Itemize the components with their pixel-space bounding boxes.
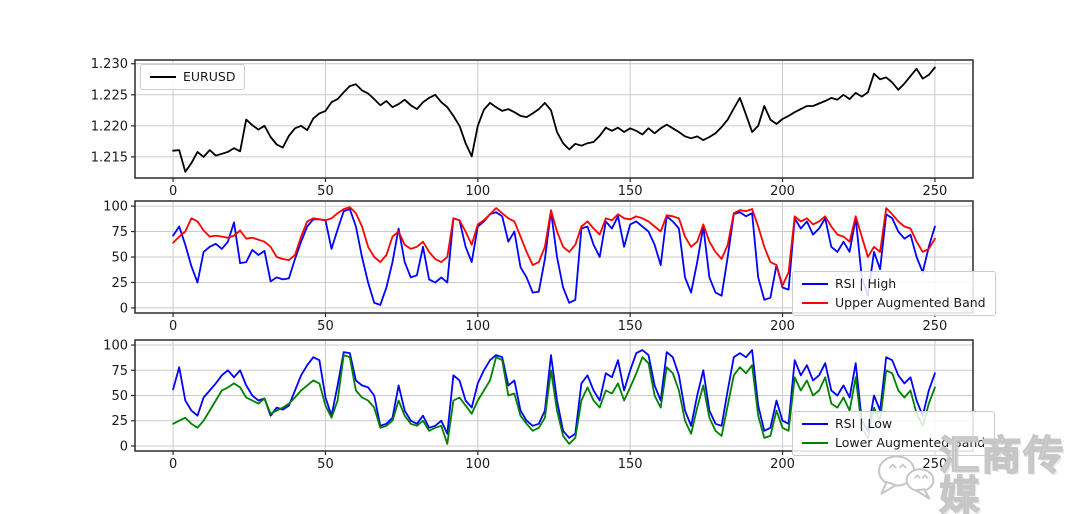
y-tick-label: 25 [111, 276, 128, 291]
y-tick-label: 1.230 [91, 57, 128, 72]
wechat-icon [878, 455, 935, 500]
legend-line-sample [802, 441, 828, 444]
x-axis-ticks: 0 50 100 150 200 250 [169, 178, 947, 199]
x-tick-label: 200 [770, 457, 795, 472]
x-tick-label: 50 [317, 457, 334, 472]
y-tick-label: 0 [120, 301, 128, 316]
legend-rsi-low: RSI | Low Lower Augmented Band [792, 411, 996, 456]
x-tick-label: 250 [922, 184, 947, 199]
legend-entry-lower-band: Lower Augmented Band [802, 434, 986, 450]
upper-band-line [172, 206, 936, 287]
x-tick-label: 0 [169, 184, 177, 199]
legend-label-lower-band: Lower Augmented Band [835, 434, 986, 450]
y-axis-ticks: 0 25 50 75 100 [103, 200, 135, 316]
rsi-low-panel: 0 50 100 150 200 250 0 25 50 75 100 [103, 339, 974, 472]
panel-border [134, 59, 974, 179]
y-tick-label: 1.220 [91, 119, 128, 134]
y-tick-label: 1.225 [91, 88, 128, 103]
y-axis-ticks: 0 25 50 75 100 [103, 339, 135, 454]
x-tick-label: 250 [922, 319, 947, 334]
x-tick-label: 50 [317, 319, 334, 334]
legend-line-sample [802, 301, 828, 304]
y-tick-label: 1.215 [91, 150, 128, 165]
y-tick-label: 75 [111, 225, 128, 240]
legend-label-upper-band: Upper Augmented Band [835, 294, 986, 310]
watermark-text: 汇商传媒 [939, 434, 1066, 514]
x-tick-label: 250 [922, 457, 947, 472]
y-tick-label: 100 [103, 200, 128, 215]
x-tick-label: 100 [465, 184, 490, 199]
x-tick-label: 0 [169, 319, 177, 334]
legend-rsi-high: RSI | High Upper Augmented Band [792, 271, 996, 316]
y-tick-label: 25 [111, 414, 128, 429]
rsi-high-line [172, 208, 936, 306]
rsi-high-panel: 0 50 100 150 200 250 0 25 50 75 100 [103, 200, 974, 334]
y-tick-label: 75 [111, 364, 128, 379]
y-tick-label: 0 [120, 439, 128, 454]
watermark: 汇商传媒 [874, 434, 1080, 514]
x-tick-label: 0 [169, 457, 177, 472]
legend-entry-rsi-low: RSI | Low [802, 417, 985, 431]
legend-entry-rsi-high: RSI | High [802, 277, 986, 291]
legend-price: EURUSD [140, 64, 246, 90]
y-tick-label: 100 [103, 339, 128, 354]
x-axis-ticks: 0 50 100 150 200 250 [169, 313, 947, 334]
x-tick-label: 150 [618, 319, 643, 334]
legend-line-sample [150, 75, 176, 78]
x-tick-label: 150 [618, 457, 643, 472]
x-tick-label: 100 [465, 319, 490, 334]
lower-band-line [172, 354, 936, 445]
x-tick-label: 200 [770, 319, 795, 334]
legend-line-sample [802, 282, 828, 285]
x-tick-label: 50 [317, 184, 334, 199]
eurusd-line [172, 66, 936, 173]
y-axis-ticks: 1.215 1.220 1.225 1.230 [91, 57, 135, 165]
rsi-low-line [172, 349, 936, 439]
x-tick-label: 150 [618, 184, 643, 199]
legend-entry-eurusd: EURUSD [150, 70, 235, 84]
gridlines [135, 60, 973, 178]
x-axis-ticks: 0 50 100 150 200 250 [169, 451, 947, 472]
legend-label-eurusd: EURUSD [183, 69, 236, 84]
legend-line-sample [802, 422, 828, 425]
legend-label-rsi-high: RSI | High [835, 276, 897, 291]
y-tick-label: 50 [111, 389, 128, 404]
legend-label-rsi-low: RSI | Low [835, 416, 893, 431]
price-panel: 0 50 100 150 200 250 1.215 1.220 1.225 1.230 [91, 57, 974, 199]
legend-entry-upper-band: Upper Augmented Band [802, 294, 986, 310]
y-tick-label: 50 [111, 251, 128, 266]
x-tick-label: 200 [770, 184, 795, 199]
x-tick-label: 100 [465, 457, 490, 472]
